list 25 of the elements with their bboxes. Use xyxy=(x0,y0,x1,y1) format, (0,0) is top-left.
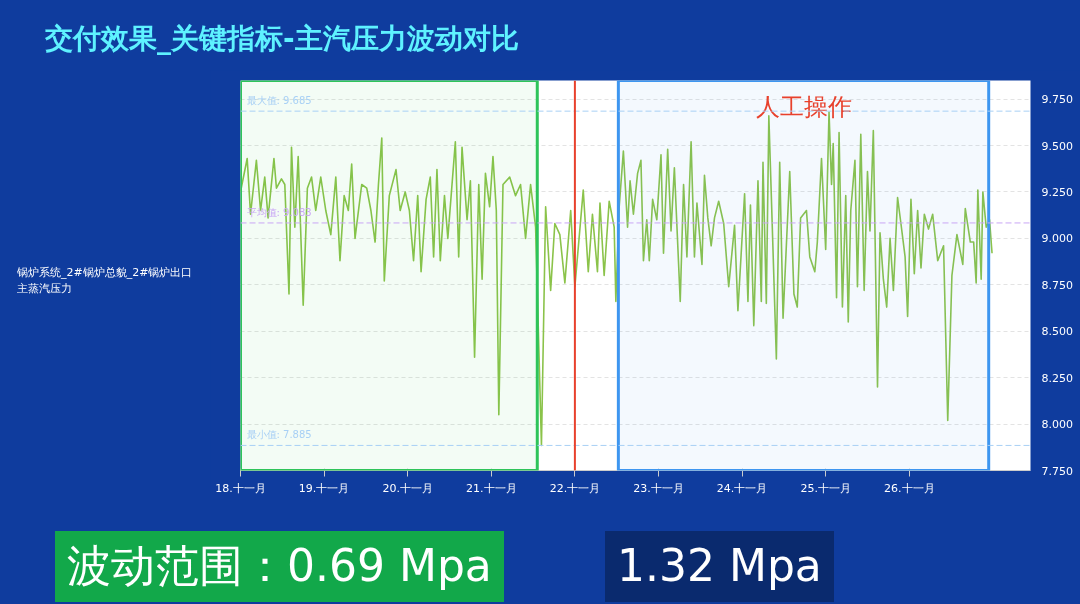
x-tick-label: 26.十一月 xyxy=(884,481,935,495)
y-tick-label: 9.500 xyxy=(1041,139,1073,153)
text: 1.32 Mpa xyxy=(605,531,834,602)
y-tick-label: 9.750 xyxy=(1041,93,1073,107)
ref-line-label: 最小值: 7.885 xyxy=(246,429,312,441)
y-tick-label: 9.250 xyxy=(1041,185,1073,199)
x-tick-label: 25.十一月 xyxy=(800,481,851,495)
y-tick-label: 8.000 xyxy=(1041,418,1073,432)
y-tick-label: 8.250 xyxy=(1041,371,1073,385)
text: 波动范围：0.69 Mpa xyxy=(55,531,504,602)
y-tick-label: 7.750 xyxy=(1041,464,1073,478)
x-tick-label: 24.十一月 xyxy=(716,481,768,495)
x-tick-label: 22.十一月 xyxy=(549,481,601,495)
x-tick-label: 23.十一月 xyxy=(633,481,684,495)
y-tick-label: 8.500 xyxy=(1041,325,1073,339)
band-label: 人工操作 xyxy=(755,92,852,121)
ref-line-label: 最大值: 9.685 xyxy=(246,95,312,107)
chart-title: 交付效果_关键指标-主汽压力波动对比 xyxy=(45,21,519,57)
y-axis-title: 锅炉系统_2#锅炉总貌_2#锅炉出口主蒸汽压力 xyxy=(17,265,194,297)
x-tick-label: 20.十一月 xyxy=(382,481,433,495)
y-tick-label: 9.000 xyxy=(1041,232,1073,246)
y-tick-label: 8.750 xyxy=(1041,278,1073,292)
x-tick-label: 19.十一月 xyxy=(298,481,350,495)
x-tick-label: 18.十一月 xyxy=(215,481,266,495)
x-tick-label: 21.十一月 xyxy=(466,481,517,495)
